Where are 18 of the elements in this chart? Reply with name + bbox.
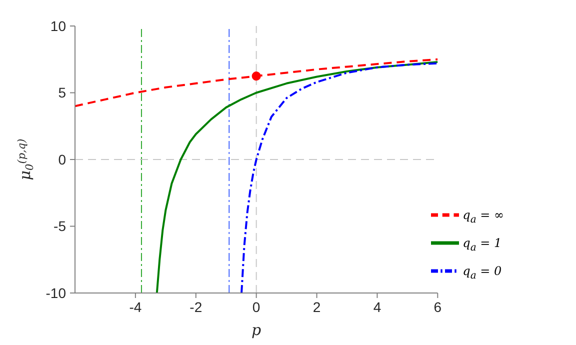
y-tick-label: 5	[58, 84, 66, 101]
y-tick-label: 0	[58, 151, 66, 168]
line-series	[156, 61, 438, 293]
legend-label: q$_{a}$ = 0	[462, 264, 502, 282]
x-tick-label: 6	[434, 298, 442, 315]
y-tick-label: -10	[46, 284, 66, 301]
x-tick-label: 0	[252, 298, 260, 315]
x-tick-label: -4	[129, 298, 142, 315]
y-tick-label: 10	[50, 18, 66, 34]
x-axis-title: p	[252, 321, 262, 339]
line-series	[240, 62, 438, 293]
line-series	[75, 58, 438, 108]
x-tick-label: -2	[190, 298, 202, 315]
legend-label: q$_{a}$ = ∞	[462, 208, 504, 226]
x-tick-label: 4	[373, 298, 382, 315]
x-tick-label: 2	[312, 298, 321, 315]
legend-label: q$_{a}$ = 1	[462, 236, 502, 254]
y-tick-label: -5	[54, 218, 66, 234]
